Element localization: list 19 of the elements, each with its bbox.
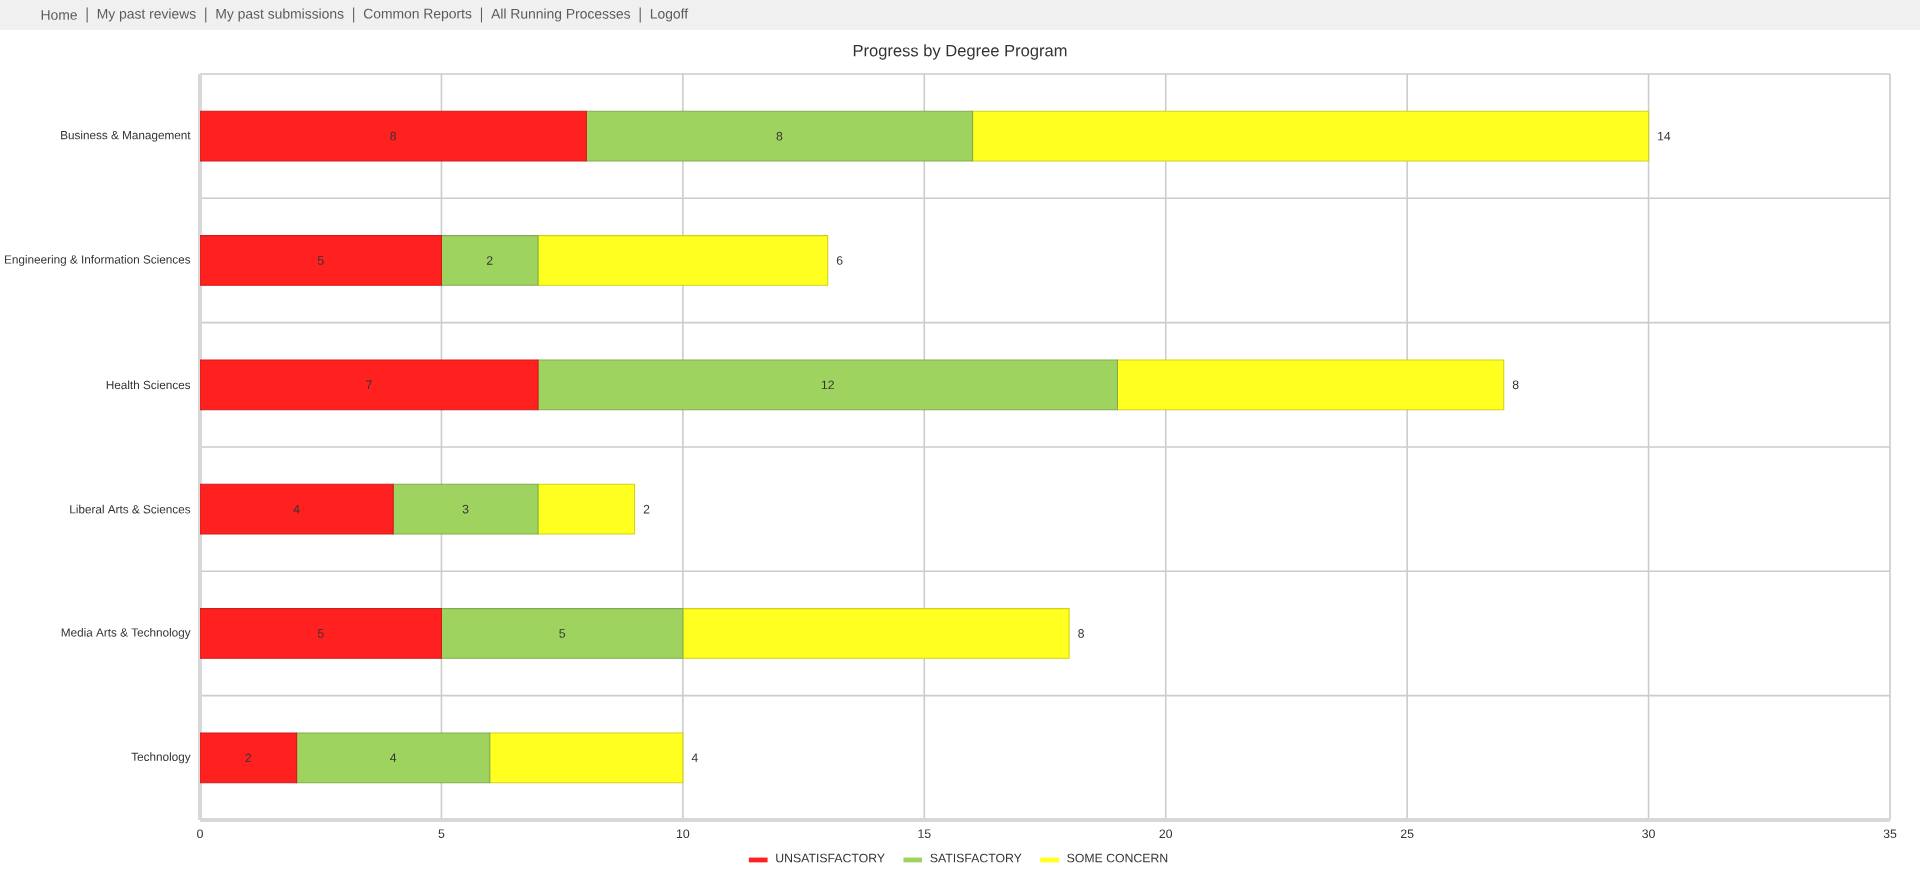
bar xyxy=(200,483,394,535)
bar xyxy=(440,608,684,659)
bar xyxy=(682,608,1070,659)
bar xyxy=(200,235,442,286)
bar xyxy=(537,483,636,535)
bar xyxy=(585,110,974,162)
bar xyxy=(489,732,684,784)
bar xyxy=(200,608,442,659)
bar xyxy=(200,110,587,162)
bar xyxy=(200,732,298,784)
bar xyxy=(296,732,491,784)
chart-title: Progress by Degree Program xyxy=(853,44,1067,60)
bar xyxy=(1116,359,1505,411)
bar xyxy=(200,359,539,411)
bar xyxy=(440,235,539,286)
bar xyxy=(972,110,1650,162)
bar xyxy=(537,359,1118,411)
bar xyxy=(537,235,829,286)
bar xyxy=(392,483,539,535)
